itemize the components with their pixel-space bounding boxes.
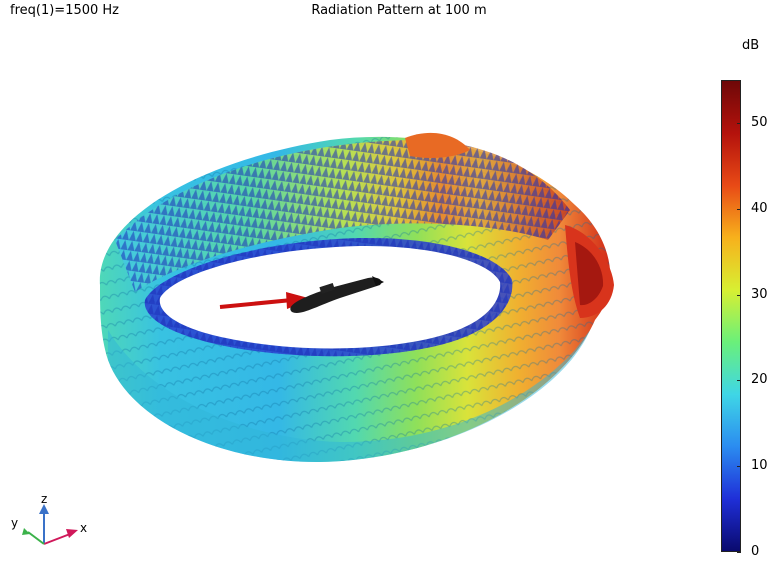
x-axis — [43, 533, 71, 545]
colorbar-tick-mark — [737, 466, 741, 467]
y-axis — [27, 531, 45, 545]
colorbar-tick-label: 40 — [751, 200, 768, 216]
colorbar-tick-label: 20 — [751, 372, 768, 388]
freq-label: freq(1)=1500 Hz — [10, 3, 120, 18]
y-label: y — [11, 516, 18, 530]
colorbar-tick-label: 50 — [751, 114, 768, 130]
plot-title: Radiation Pattern at 100 m — [311, 3, 487, 18]
radiation-pattern-plot[interactable] — [0, 0, 715, 562]
colorbar-tick-mark — [737, 123, 741, 124]
colorbar-tick-label: 0 — [751, 544, 760, 559]
colorbar-tick-mark — [737, 295, 741, 296]
colorbar-tick-label: 10 — [751, 458, 768, 474]
colorbar-tick-mark — [737, 552, 741, 553]
colorbar-unit: dB — [742, 38, 760, 53]
colorbar-tick-mark — [737, 380, 741, 381]
z-label: z — [41, 492, 47, 506]
x-label: x — [80, 521, 87, 535]
colorbar-tick-mark — [737, 209, 741, 210]
submarine-model — [290, 276, 384, 313]
colorbar-tick-label: 30 — [751, 286, 768, 302]
axis-triad: z x y — [11, 492, 87, 545]
colorbar — [721, 80, 741, 552]
